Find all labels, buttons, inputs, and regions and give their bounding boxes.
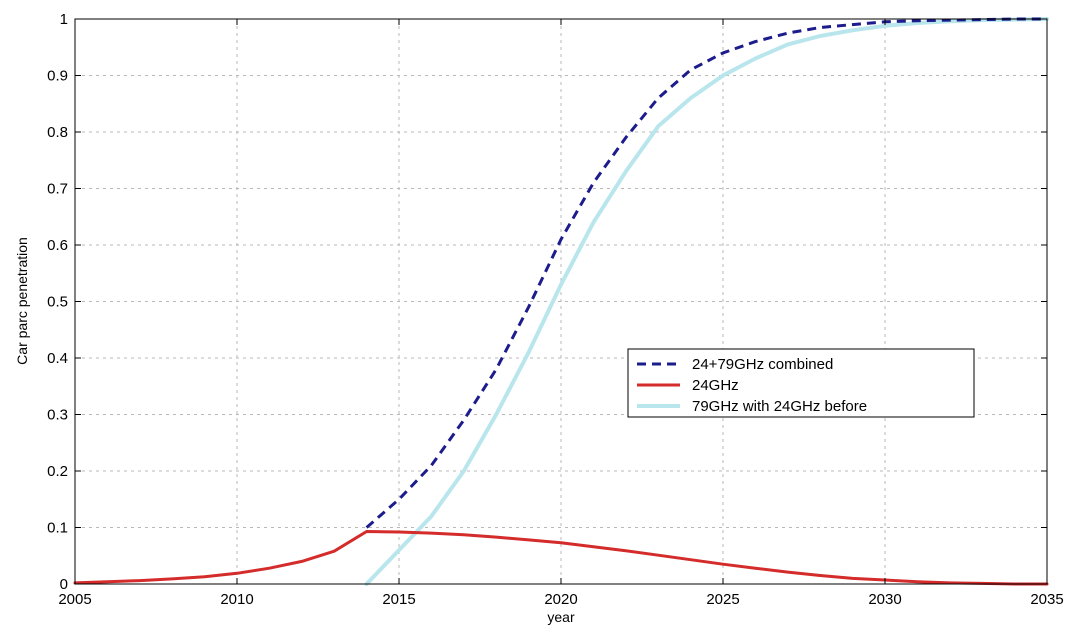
x-tick-label: 2025 xyxy=(706,591,739,608)
x-tick-label: 2005 xyxy=(58,591,91,608)
y-tick-label: 0.8 xyxy=(47,124,68,141)
y-tick-label: 0.9 xyxy=(47,68,68,85)
y-tick-label: 0.5 xyxy=(47,294,68,311)
series-line-0 xyxy=(365,17,1047,529)
x-tick-label: 2035 xyxy=(1030,591,1063,608)
series-line-2 xyxy=(364,17,1049,586)
y-tick-label: 0.7 xyxy=(47,181,68,198)
y-tick-label: 0.1 xyxy=(47,520,68,537)
legend-label-1: 24GHz xyxy=(692,377,739,394)
x-axis-label: year xyxy=(547,609,575,625)
y-tick-label: 1 xyxy=(60,11,68,28)
legend-label-2: 79GHz with 24GHz before xyxy=(692,398,867,415)
x-tick-label: 2010 xyxy=(220,591,253,608)
y-tick-label: 0.2 xyxy=(47,463,68,480)
x-tick-label: 2020 xyxy=(544,591,577,608)
y-tick-label: 0.3 xyxy=(47,407,68,424)
x-tick-label: 2015 xyxy=(382,591,415,608)
legend-label-0: 24+79GHz combined xyxy=(692,356,833,373)
y-tick-label: 0 xyxy=(60,576,68,593)
x-axis-ticks: 2005 2010 2015 2020 2025 2030 2035 xyxy=(58,19,1064,608)
legend: 24+79GHz combined 24GHz 79GHz with 24GHz b… xyxy=(627,348,975,418)
y-axis-ticks: 0 0.1 0.2 0.3 0.4 0.5 0.6 0.7 0.8 0.9 1 xyxy=(47,11,1047,593)
legend-items: 24+79GHz combined 24GHz 79GHz with 24GHz b… xyxy=(637,356,867,415)
legend-box xyxy=(627,348,975,418)
y-axis-label: Car parc penetration xyxy=(14,237,30,365)
grid-layer xyxy=(75,19,1047,584)
y-tick-label: 0.4 xyxy=(47,350,68,367)
y-tick-label: 0.6 xyxy=(47,237,68,254)
x-tick-label: 2030 xyxy=(868,591,901,608)
